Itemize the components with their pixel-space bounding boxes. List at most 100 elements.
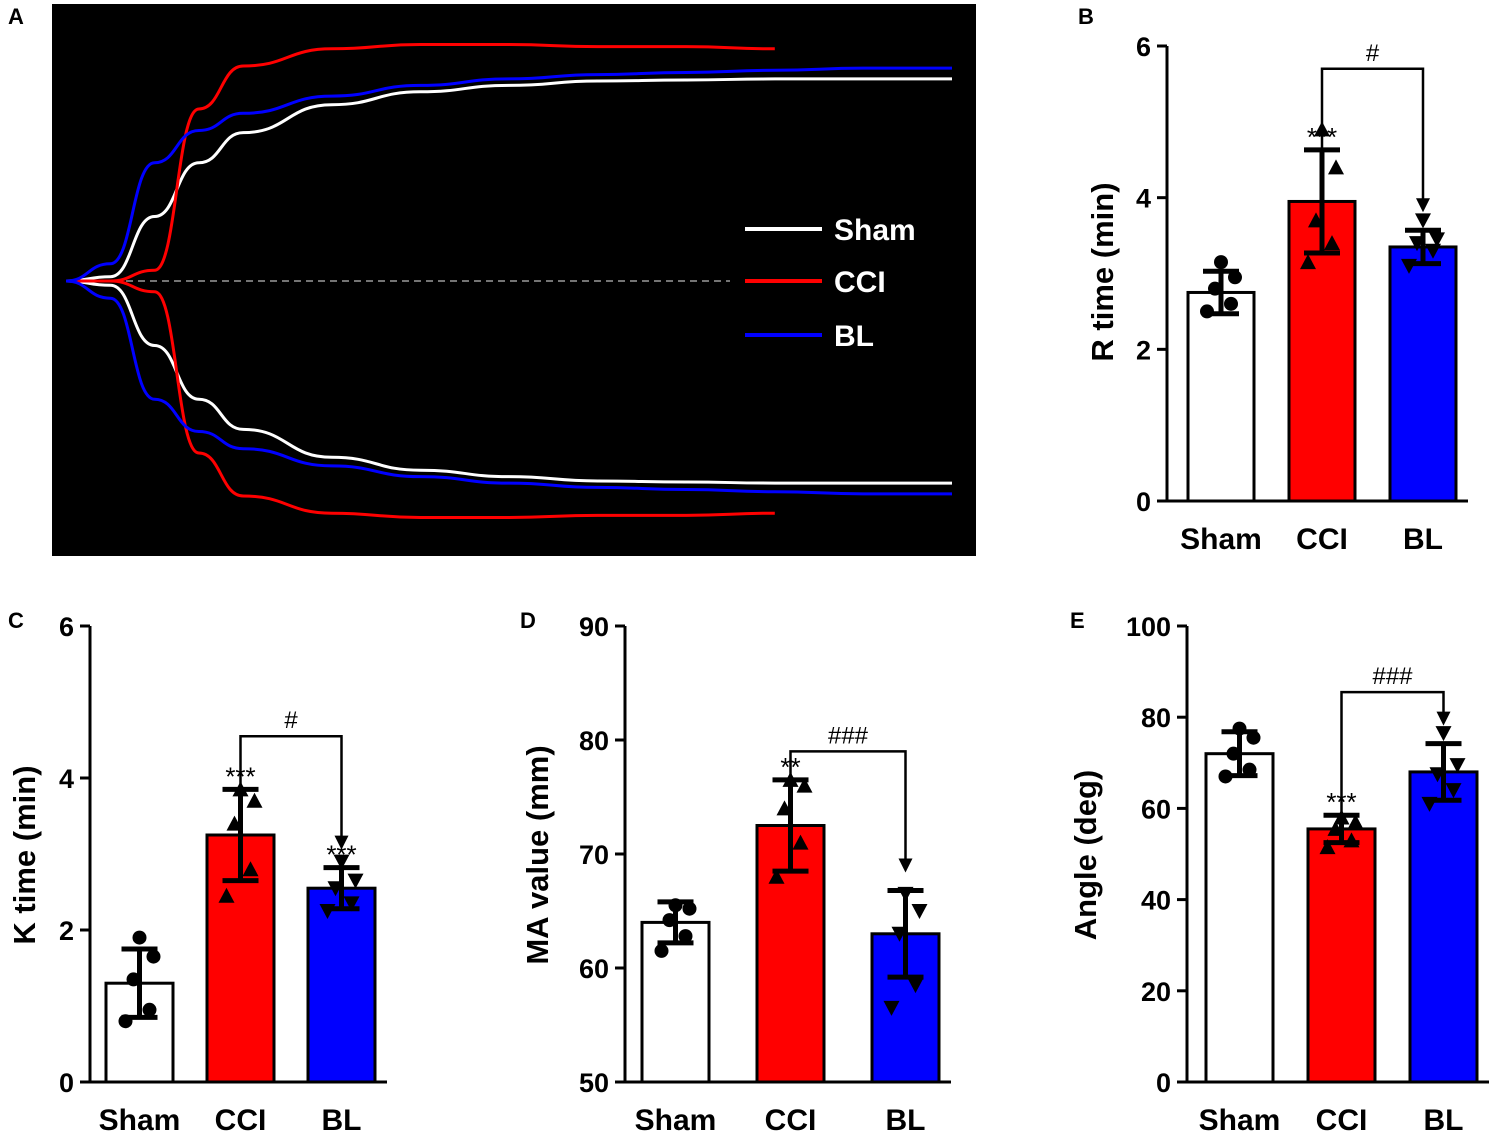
panel-e-y-tick-label: 0 xyxy=(1156,1068,1171,1098)
panel-c-point-bl xyxy=(333,854,350,870)
panel-b-y-tick-label: 0 xyxy=(1136,487,1151,517)
panel-d-category-label-bl: BL xyxy=(886,1104,926,1136)
panel-c-point-sham xyxy=(126,972,141,987)
panel-b-bar-cci xyxy=(1287,199,1357,503)
panel-e-bar-bl xyxy=(1408,770,1479,1084)
panel-c-category-label-cci: CCI xyxy=(215,1104,267,1136)
panel-d-point-bl xyxy=(907,978,924,994)
panel-c-point-sham xyxy=(118,1014,133,1029)
panel-c-y-tick-label: 6 xyxy=(59,612,74,642)
panel-d-point-sham xyxy=(662,913,677,928)
panel-b-point-sham xyxy=(1228,270,1242,285)
panel-b-point-sham xyxy=(1224,296,1238,311)
panel-c-point-cci xyxy=(218,887,235,903)
panel-b-point-bl xyxy=(1409,236,1425,252)
panel-c-category-label-sham: Sham xyxy=(99,1104,181,1136)
panel-b-point-sham xyxy=(1214,255,1228,270)
panel-c-point-bl xyxy=(327,881,344,897)
panel-e-y-axis-label: Angle (deg) xyxy=(1068,770,1103,941)
panel-e-point-bl xyxy=(1429,767,1446,783)
panel-a-legend: Sham CCI BL xyxy=(745,214,916,353)
panel-e-point-cci xyxy=(1319,839,1336,855)
panel-e-category-label-sham: Sham xyxy=(1199,1104,1281,1136)
panel-e-y-tick-label: 40 xyxy=(1141,886,1171,916)
panel-b-y-tick-label: 2 xyxy=(1136,335,1151,365)
panel-e-point-cci xyxy=(1327,820,1344,836)
panel-c-y-tick-label: 4 xyxy=(59,764,74,794)
panel-e-bracket-arrowhead xyxy=(1436,711,1451,726)
panel-d-point-cci xyxy=(776,800,793,816)
panel-b-category-label-bl: BL xyxy=(1403,523,1443,556)
panel-label-b: B xyxy=(1078,4,1094,29)
panel-d-y-axis-label: MA value (mm) xyxy=(520,745,555,964)
panel-e-y-tick-label: 100 xyxy=(1126,612,1171,642)
panel-e-point-sham xyxy=(1232,721,1247,736)
panel-e-point-cci xyxy=(1333,809,1350,825)
panel-b-bar-bl xyxy=(1388,245,1458,503)
panel-b-point-bl xyxy=(1425,243,1441,259)
panel-b-point-bl xyxy=(1429,232,1445,248)
panel-d-y-tick-label: 90 xyxy=(579,612,609,642)
panel-d-category-label-sham: Sham xyxy=(635,1104,717,1136)
panel-d-point-cci xyxy=(792,834,809,850)
panel-label-e: E xyxy=(1070,608,1085,633)
panel-c-y-axis-label: K time (min) xyxy=(7,765,42,944)
panel-c-bar-bl xyxy=(306,886,377,1084)
panel-d-point-sham xyxy=(654,943,669,958)
legend-label-bl: BL xyxy=(834,320,874,353)
panel-b-category-label-cci: CCI xyxy=(1296,523,1348,556)
panel-c-point-bl xyxy=(319,904,336,919)
panel-e-point-sham xyxy=(1226,746,1241,761)
panel-d-y-tick-label: 80 xyxy=(579,726,609,756)
panel-d-category-label-cci: CCI xyxy=(765,1104,817,1136)
panel-c-y-tick-label: 0 xyxy=(59,1068,74,1098)
panel-c-bracket-label: # xyxy=(284,707,298,734)
panel-e-y-tick-label: 80 xyxy=(1141,703,1171,733)
legend-label-sham: Sham xyxy=(834,214,916,247)
panel-c-point-sham xyxy=(146,949,161,964)
panel-e-point-cci xyxy=(1343,832,1360,848)
panel-e-point-sham xyxy=(1242,762,1257,777)
panel-d-point-sham xyxy=(668,898,683,913)
panel-c-point-bl xyxy=(347,873,364,889)
panel-label-a: A xyxy=(8,4,24,29)
legend-label-cci: CCI xyxy=(834,266,886,299)
panel-b-point-bl xyxy=(1401,258,1417,274)
trace-cci-lower xyxy=(66,279,775,520)
panel-b-point-cci xyxy=(1308,212,1324,228)
panel-d-point-bl xyxy=(883,1000,900,1016)
panel-d-point-sham xyxy=(678,929,693,944)
panel-b-bar-sham xyxy=(1186,290,1256,503)
panel-label-d: D xyxy=(520,608,536,633)
panel-c-category-label-bl: BL xyxy=(322,1104,362,1136)
panel-e-bracket-label: ### xyxy=(1372,663,1413,690)
panel-d-point-sham xyxy=(682,901,697,916)
panel-d-bracket-arrowhead xyxy=(898,858,913,873)
trace-sham-lower xyxy=(65,279,952,485)
panel-e-point-cci xyxy=(1347,814,1364,830)
panel-d-y-tick-label: 70 xyxy=(579,840,609,870)
panel-b-point-cci xyxy=(1324,235,1340,251)
panel-e-bar-sham xyxy=(1204,752,1275,1084)
panel-b-category-label-sham: Sham xyxy=(1180,523,1262,556)
panel-b-point-cci xyxy=(1328,159,1344,175)
panel-d-point-cci xyxy=(768,868,785,884)
panel-c-bracket-arrowhead xyxy=(334,835,349,850)
panel-c-point-cci xyxy=(246,792,263,808)
panel-c-y-tick-label: 2 xyxy=(59,916,74,946)
panel-e-y-tick-label: 60 xyxy=(1141,794,1171,824)
panel-e-comparison-bracket xyxy=(1340,690,1445,814)
panel-e-point-sham xyxy=(1246,730,1261,745)
panel-e-point-bl xyxy=(1449,758,1466,774)
panel-c-point-bl xyxy=(343,896,360,912)
panel-c-point-sham xyxy=(142,1002,157,1017)
panel-c-point-cci xyxy=(226,815,243,831)
panel-e-category-label-bl: BL xyxy=(1424,1104,1464,1136)
trace-bl-upper xyxy=(65,66,952,283)
trace-cci-upper xyxy=(66,42,775,283)
panel-b-point-sham xyxy=(1200,304,1214,319)
